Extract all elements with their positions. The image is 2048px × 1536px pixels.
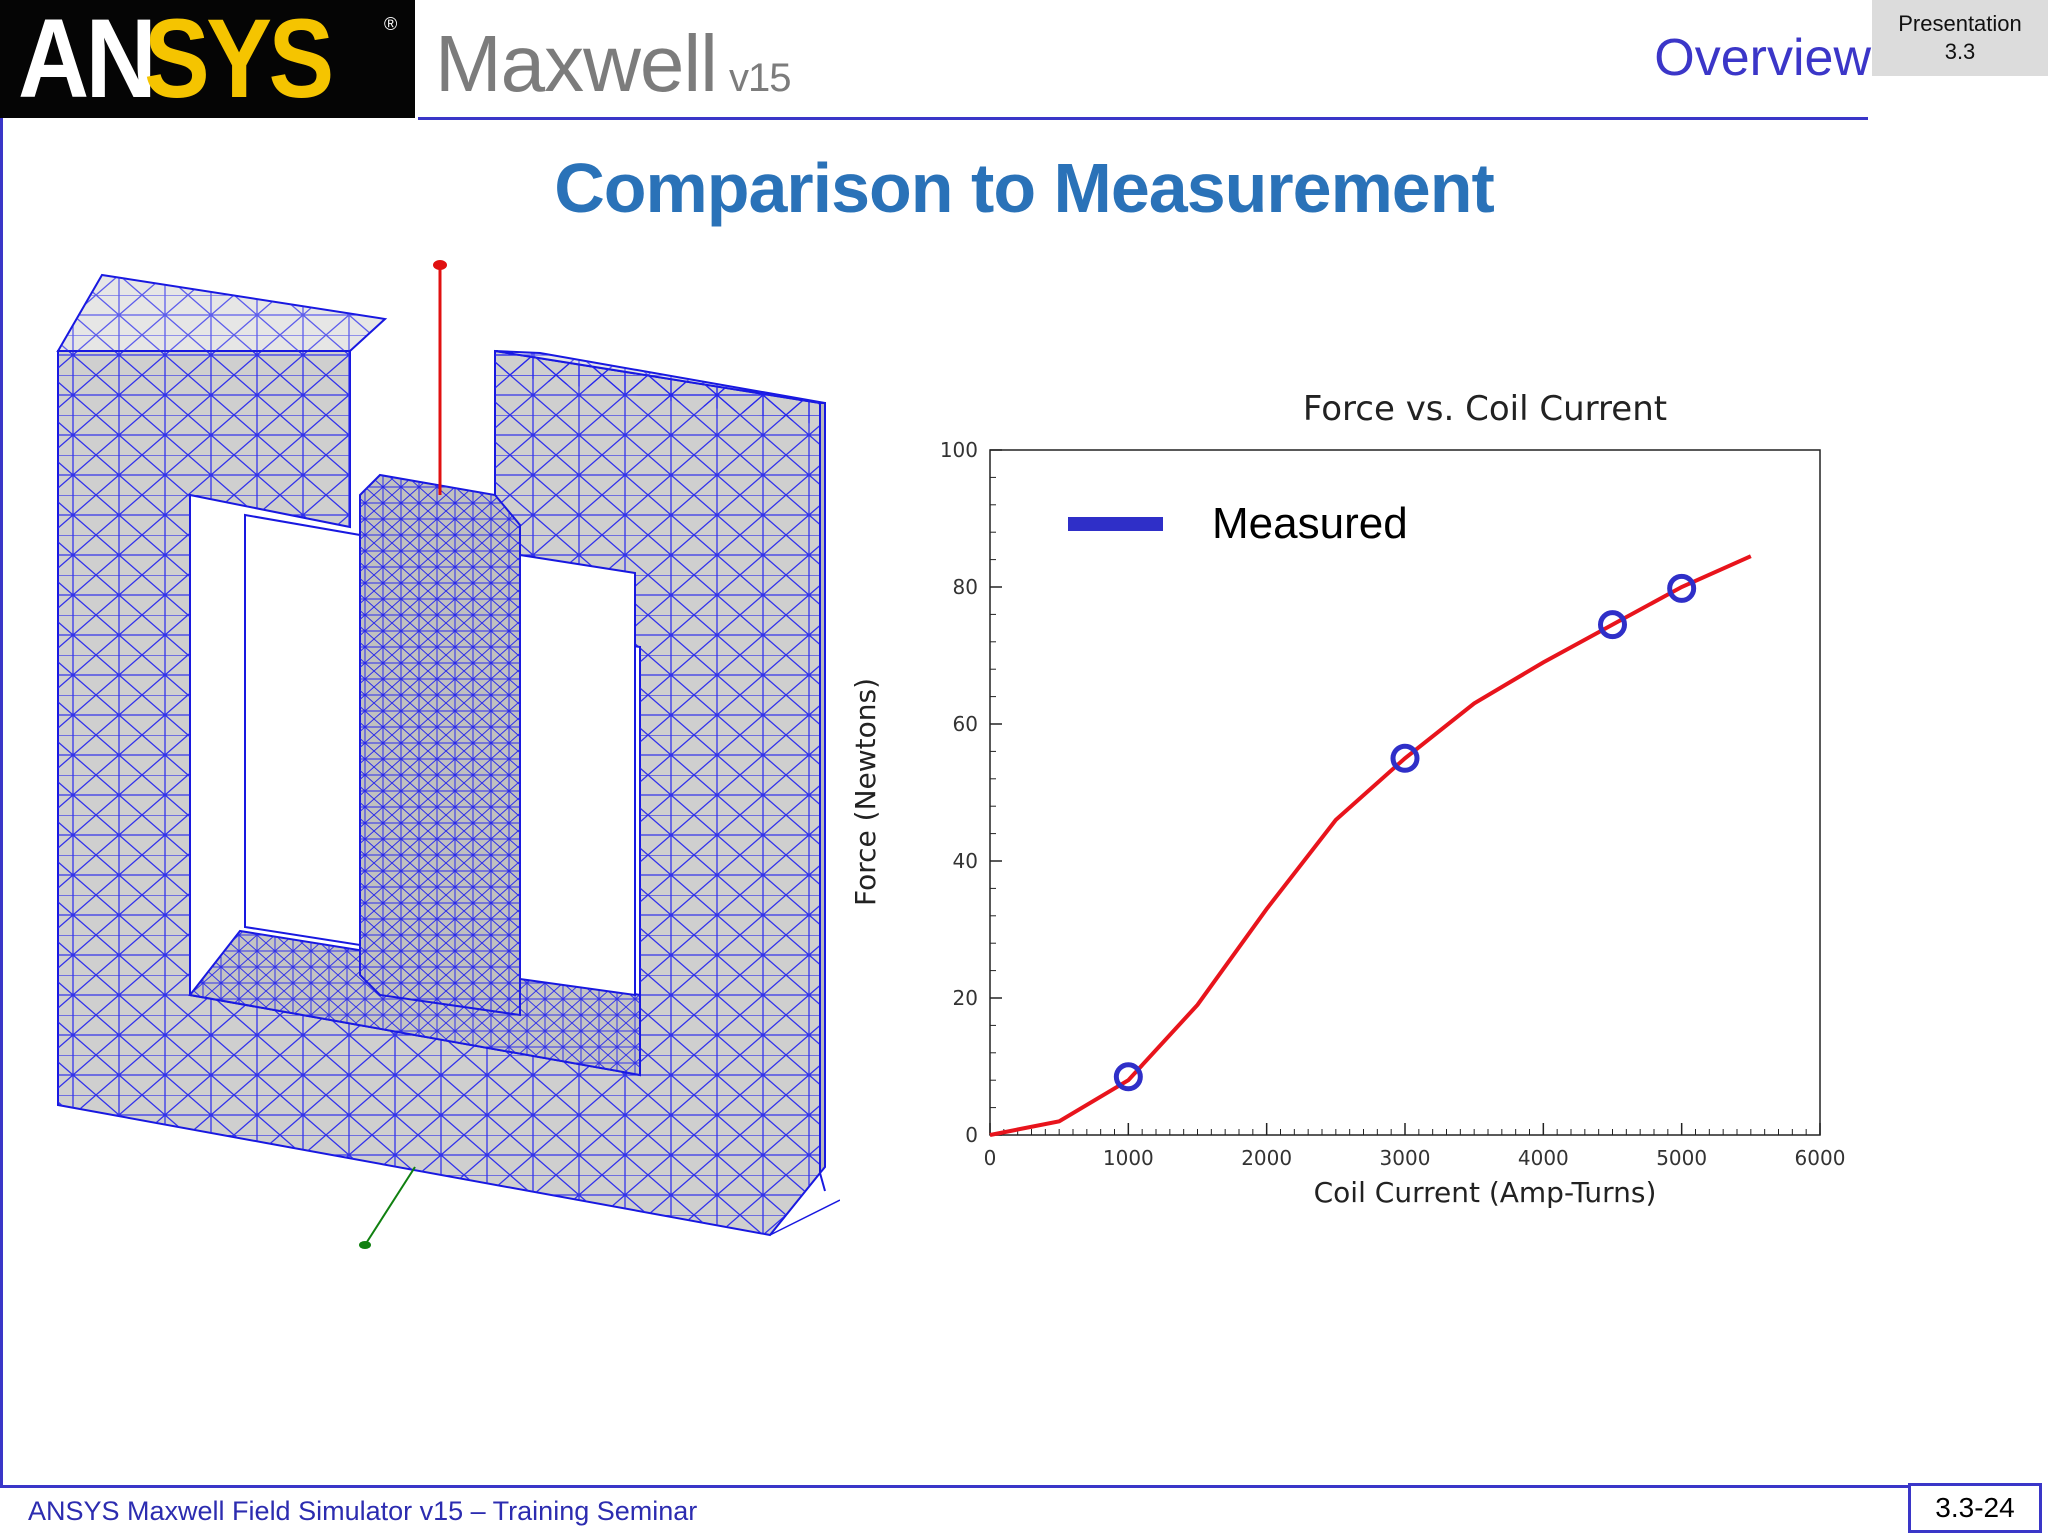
footer-divider (0, 1485, 1908, 1488)
x-tick-label: 1000 (1103, 1146, 1154, 1170)
page-number: 3.3-24 (1908, 1483, 2042, 1533)
y-tick-label: 80 (953, 575, 978, 599)
axis-ticks: 0 1000 2000 3000 4000 5000 6000 0 20 40 60 80 100 (940, 438, 1846, 1170)
footer-text: ANSYS Maxwell Field Simulator v15 – Trai… (28, 1496, 698, 1526)
legend-label-measured: Measured (1212, 499, 1408, 548)
presentation-badge: Presentation 3.3 (1872, 0, 2048, 76)
force-vs-current-chart: Force vs. Coil Current 0 1000 2000 3000 4000… (849, 389, 1846, 1209)
product-name: Maxwell v15 (435, 18, 791, 110)
measured-point (1390, 743, 1420, 773)
measured-point (1667, 573, 1697, 603)
logo-text-sys: SYS (143, 0, 334, 121)
plot-area (989, 449, 1821, 1136)
y-tick-label: 40 (953, 849, 978, 873)
simulated-force-line (989, 554, 1752, 1137)
presentation-number: 3.3 (1944, 39, 1976, 64)
core-geometry (56, 260, 840, 1249)
y-tick-label: 20 (953, 986, 978, 1010)
chart-legend: Measured (1068, 499, 1408, 548)
y-tick-label: 100 (940, 438, 978, 462)
product-version: v15 (728, 56, 791, 100)
y-axis-label: Force (Newtons) (849, 678, 882, 906)
x-tick-label: 3000 (1380, 1146, 1431, 1170)
ansys-logo: AN SYS ® (0, 0, 415, 118)
x-axis-label: Coil Current (Amp-Turns) (1314, 1176, 1657, 1209)
x-tick-label: 2000 (1241, 1146, 1292, 1170)
x-tick-label: 5000 (1656, 1146, 1707, 1170)
x-tick-label: 6000 (1795, 1146, 1846, 1170)
registered-mark-icon: ® (384, 14, 398, 34)
meshed-core-model (56, 260, 840, 1249)
y-tick-label: 60 (953, 712, 978, 736)
y-tick-label: 0 (965, 1123, 978, 1147)
x-tick-label: 4000 (1518, 1146, 1569, 1170)
presentation-label: Presentation (1898, 11, 2022, 36)
chart-title: Force vs. Coil Current (1303, 389, 1667, 429)
measured-point (1113, 1062, 1143, 1092)
section-title: Overview (1654, 29, 1871, 87)
logo-text-an: AN (18, 0, 157, 121)
measured-point (1598, 610, 1627, 640)
left-border (0, 118, 3, 1488)
slide-title: Comparison to Measurement (554, 149, 1495, 227)
product-label: Maxwell (435, 19, 718, 108)
legend-swatch (1068, 517, 1163, 531)
x-tick-label: 0 (984, 1146, 997, 1170)
data-series (989, 554, 1752, 1137)
header-divider (418, 117, 1868, 120)
